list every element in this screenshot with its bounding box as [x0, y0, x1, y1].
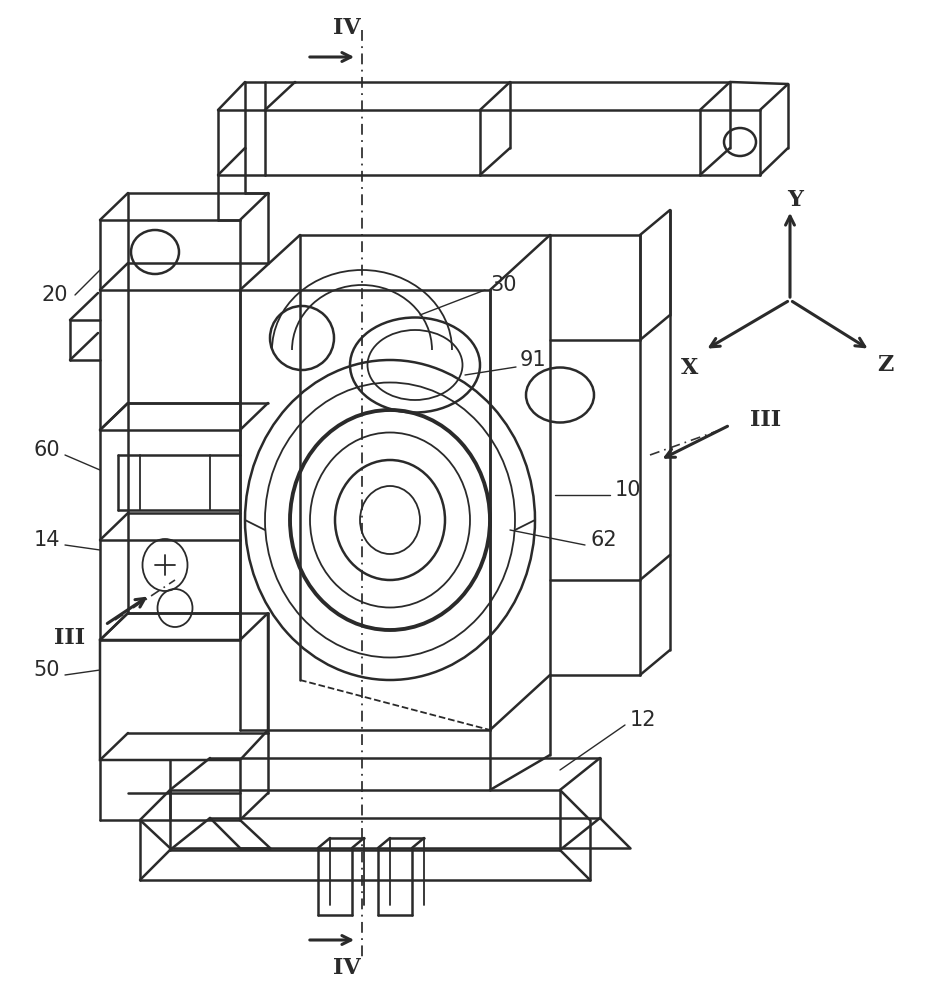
Text: Y: Y — [788, 189, 803, 211]
Text: X: X — [681, 357, 699, 379]
Text: III: III — [55, 627, 86, 649]
Text: IV: IV — [333, 17, 361, 39]
Text: 14: 14 — [34, 530, 60, 550]
Text: 91: 91 — [520, 350, 546, 370]
Text: IV: IV — [333, 957, 361, 979]
Text: 30: 30 — [490, 275, 516, 295]
Text: 60: 60 — [33, 440, 60, 460]
Text: III: III — [750, 409, 781, 431]
Text: 50: 50 — [34, 660, 60, 680]
Text: 20: 20 — [41, 285, 68, 305]
Text: 10: 10 — [615, 480, 642, 500]
Text: Z: Z — [877, 354, 893, 376]
Text: 62: 62 — [590, 530, 617, 550]
Text: 12: 12 — [630, 710, 657, 730]
